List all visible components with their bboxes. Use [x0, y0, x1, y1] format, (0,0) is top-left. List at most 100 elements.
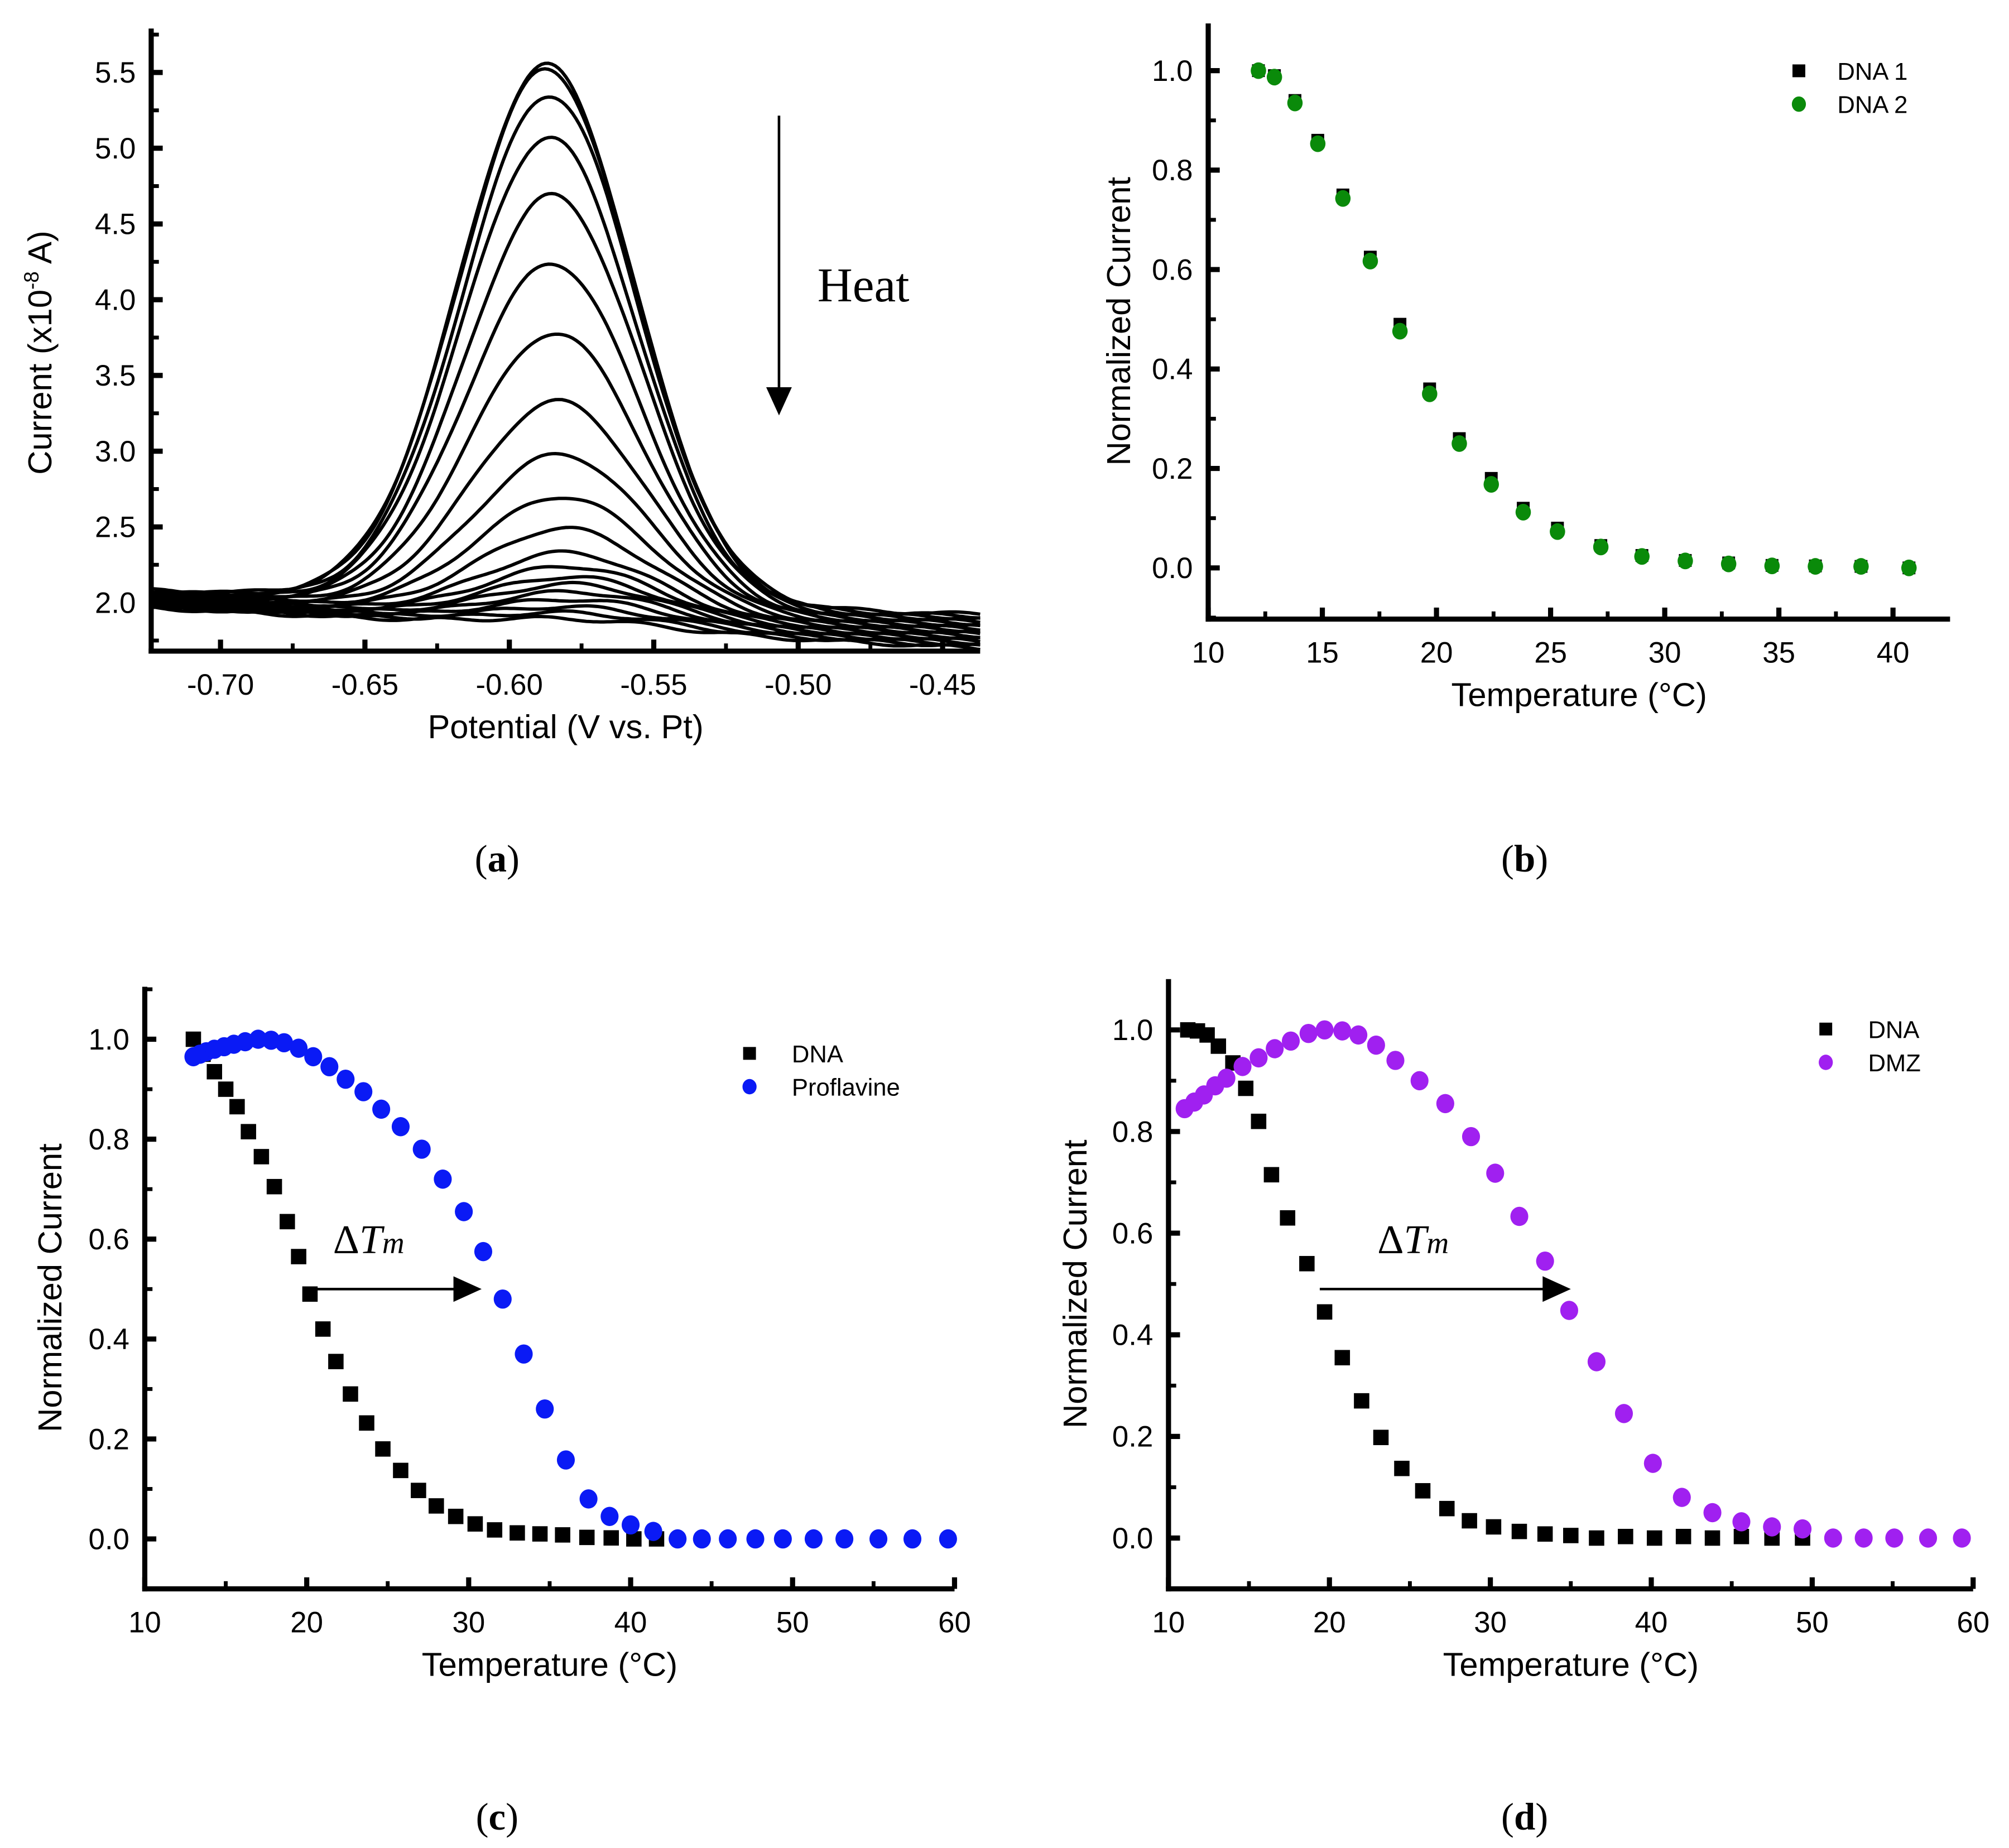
y-tick-label: 0.0: [1112, 1522, 1153, 1555]
data-point-circle: [1824, 1528, 1842, 1548]
y-tick-label: 5.5: [95, 56, 136, 89]
data-point-square: [1415, 1483, 1431, 1499]
x-tick-label: -0.60: [476, 668, 543, 701]
data-point-circle: [1217, 1069, 1236, 1088]
data-point-square: [1675, 1529, 1691, 1544]
tm-symbol: T: [359, 1217, 385, 1262]
y-tick-label: 3.0: [95, 435, 136, 468]
data-point-circle: [1720, 555, 1737, 572]
data-point-square: [393, 1462, 408, 1479]
data-point-square: [532, 1526, 548, 1542]
data-point-circle: [1462, 1127, 1481, 1147]
data-point-circle: [1249, 1048, 1268, 1068]
data-point-circle: [621, 1515, 640, 1535]
y-tick-label: 1.0: [1112, 1014, 1153, 1047]
y-tick-label: 1.0: [1152, 55, 1193, 88]
panel-label-close: ): [1535, 1796, 1548, 1838]
data-point-circle: [1587, 1352, 1606, 1371]
series-dna-1: [1252, 64, 1916, 575]
data-point-square: [555, 1527, 570, 1543]
data-point-circle: [804, 1529, 823, 1549]
tm-symbol: T: [1404, 1217, 1430, 1262]
data-point-square: [487, 1522, 503, 1538]
data-point-circle: [556, 1450, 575, 1470]
data-point-square: [1646, 1530, 1662, 1546]
data-point-circle: [835, 1529, 854, 1549]
data-point-circle: [903, 1529, 922, 1549]
data-point-square: [1251, 1113, 1267, 1129]
data-point-circle: [1764, 557, 1780, 575]
heat-annotation: Heat: [818, 258, 910, 312]
voltammogram-curve-2: [151, 67, 981, 620]
data-point-square: [218, 1081, 234, 1097]
data-point-square: [253, 1149, 270, 1164]
y-tick-label: 0.0: [1152, 552, 1193, 585]
data-point-circle: [304, 1047, 323, 1067]
data-point-circle: [275, 1033, 294, 1053]
legend-label: DNA 1: [1837, 59, 1907, 85]
data-point-square: [1316, 1304, 1333, 1320]
data-point-square: [579, 1529, 595, 1546]
y-axis-label: Normalized Current: [1056, 1139, 1094, 1428]
panel-label-close: ): [1535, 838, 1548, 880]
data-point-circle: [1732, 1512, 1751, 1532]
y-tick-label: 0.2: [1112, 1421, 1153, 1454]
data-point-circle: [1362, 253, 1378, 270]
data-point-circle: [939, 1529, 957, 1549]
data-point-square: [1704, 1530, 1720, 1546]
data-point-circle: [1919, 1528, 1938, 1548]
data-point-circle: [1901, 559, 1917, 576]
data-point-square: [1618, 1529, 1633, 1544]
y-tick-label: 0.6: [1112, 1217, 1153, 1250]
data-point-square: [241, 1124, 256, 1139]
data-point-circle: [1510, 1206, 1529, 1226]
data-point-circle: [773, 1529, 792, 1549]
y-axis-label-unit: A): [21, 230, 59, 271]
delta-symbol: Δ: [333, 1217, 359, 1262]
data-point-circle: [579, 1489, 598, 1509]
data-point-square: [510, 1525, 525, 1541]
data-point-circle: [1483, 476, 1499, 493]
data-point-circle: [493, 1289, 512, 1309]
y-axis-label-exponent: -8: [20, 271, 43, 290]
data-point-square: [467, 1516, 483, 1532]
x-tick-label: 10: [1192, 637, 1225, 670]
y-axis-label: Normalized Current: [31, 1143, 69, 1432]
x-axis-label: Potential (V vs. Pt): [428, 708, 704, 745]
data-point-circle: [1853, 558, 1869, 575]
data-point-square: [1462, 1513, 1477, 1529]
data-point-circle: [1422, 385, 1438, 402]
data-point-circle: [391, 1117, 410, 1137]
data-point-square: [1238, 1080, 1254, 1096]
data-point-square: [1537, 1526, 1553, 1542]
x-tick-label: 30: [1648, 637, 1681, 670]
y-tick-label: 4.0: [95, 283, 136, 316]
data-point-circle: [1310, 135, 1326, 152]
series-dna-2: [1251, 62, 1917, 576]
delta-symbol: Δ: [1377, 1217, 1404, 1262]
data-point-square: [1334, 1350, 1350, 1365]
x-tick-label: 30: [452, 1606, 485, 1639]
data-point-square: [229, 1099, 245, 1115]
panel-label: (b): [1501, 838, 1548, 880]
voltammogram-curve-6: [151, 262, 981, 627]
x-tick-label: -0.65: [331, 668, 398, 701]
panel-label-letter: a: [488, 838, 507, 880]
panel-label: (a): [475, 838, 520, 880]
data-point-circle: [1486, 1163, 1505, 1183]
data-point-circle: [1233, 1057, 1252, 1076]
x-tick-label: 50: [1796, 1606, 1829, 1639]
data-point-circle: [1392, 323, 1408, 340]
data-point-square: [343, 1386, 358, 1402]
delta-tm-annotation: ΔTm: [333, 1217, 405, 1262]
data-point-square: [359, 1415, 374, 1431]
legend-label: DNA: [1868, 1017, 1919, 1043]
panel-label-close: ): [506, 1796, 518, 1838]
data-point-circle: [434, 1170, 452, 1189]
data-point-square: [1439, 1500, 1455, 1517]
data-point-square: [1210, 1038, 1227, 1054]
panel-label-open: (: [1501, 1796, 1514, 1838]
panel-label-open: (: [475, 838, 488, 880]
x-tick-label: 40: [1877, 637, 1910, 670]
y-tick-label: 0.6: [1152, 253, 1193, 286]
